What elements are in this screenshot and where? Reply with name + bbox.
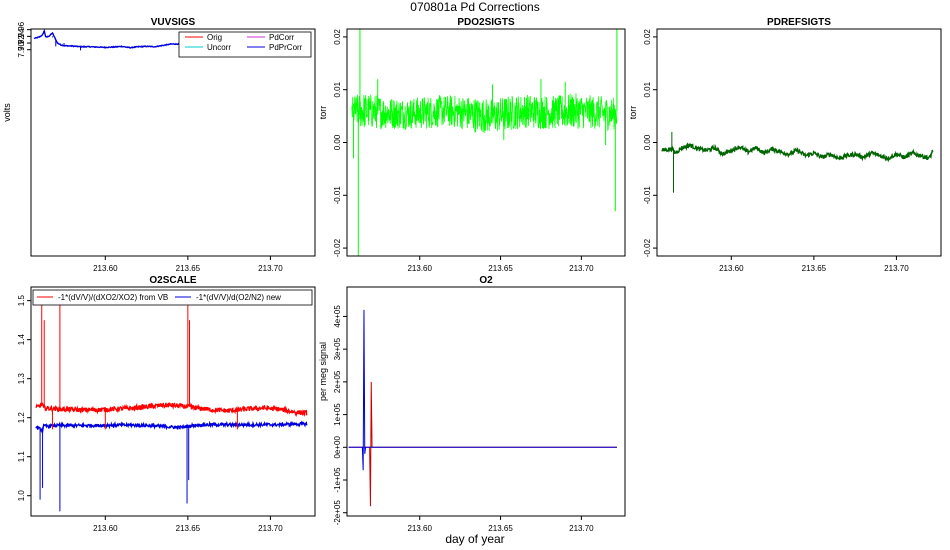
- o2scale-ytick-label: 1.5: [17, 295, 26, 307]
- pdo2sigts-title: PDO2SIGTS: [457, 17, 515, 28]
- figure-title: 070801a Pd Corrections: [410, 0, 539, 14]
- o2-ylabel: per meg signal: [318, 342, 328, 401]
- o2scale-legend-label: -1*(dV/V)/d(O2/N2) new: [196, 293, 281, 302]
- o2-frame: [346, 286, 626, 517]
- pdrefsigts-ytick-label: 0.00: [643, 134, 652, 150]
- pdrefsigts-ytick-label: -0.01: [643, 186, 652, 205]
- o2-ytick-label: 4e+05: [333, 305, 342, 328]
- o2scale-series--1-dv-v-dxo2-xo2-from-vb: [35, 401, 308, 418]
- o2scale-title: O2SCALE: [149, 275, 197, 286]
- vuvsigs-frame: [30, 28, 316, 257]
- pdrefsigts-ytick-label: -0.02: [643, 238, 652, 257]
- o2-title: O2: [479, 275, 493, 286]
- o2-panel: 213.60 213.65 213.70 -2e+05 -1e+05 0e+00 1e+05…: [318, 275, 626, 533]
- vuvsigs-ylabel: volts: [2, 103, 12, 122]
- o2scale-xtick-label: 213.60: [93, 524, 118, 533]
- o2-series-0: [348, 381, 617, 507]
- o2scale-ytick-label: 1.3: [17, 373, 26, 385]
- pdo2sigts-ytick-label: -0.02: [333, 238, 342, 257]
- o2-ytick-label: 3e+05: [333, 337, 342, 360]
- vuvsigs-xtick-label: 213.70: [258, 264, 283, 273]
- o2scale-panel: 213.60 213.65 213.70 1.0 1.1 1.2 1.3 1.4 1.5 O2SC…: [17, 275, 316, 533]
- o2scale-legend-box: [32, 289, 313, 306]
- pdrefsigts-ytick-label: 0.01: [643, 81, 652, 97]
- vuvsigs-legend-label: PdPrCorr: [269, 43, 303, 52]
- pdo2sigts-xtick-label: 213.60: [407, 264, 432, 273]
- vuvsigs-ytick-label: 7.92: [17, 35, 26, 51]
- o2-xtick-label: 213.70: [569, 524, 594, 533]
- pdo2sigts-ytick-label: 0.00: [333, 134, 342, 150]
- vuvsigs-legend-label: PdCorr: [269, 33, 295, 42]
- o2scale-legend-label: -1*(dV/V)/(dXO2/XO2) from VB: [58, 293, 168, 302]
- o2scale-ytick-label: 1.4: [17, 334, 26, 346]
- o2-ytick-label: 1e+05: [333, 403, 342, 426]
- pdo2sigts-xtick-label: 213.65: [488, 264, 513, 273]
- o2scale-frame: [30, 286, 316, 517]
- o2-xtick-label: 213.65: [488, 524, 513, 533]
- panels: 213.60 213.65 213.70 7.907.927.947.96 VUVSIG…: [2, 17, 942, 533]
- vuvsigs-xtick-label: 213.60: [93, 264, 118, 273]
- vuvsigs-legend-label: Orig: [207, 33, 222, 42]
- vuvsigs-ytick-label: 7.94: [17, 28, 26, 44]
- vuvsigs-legend: Orig PdCorr Uncorr PdPrCorr: [178, 31, 312, 58]
- pdo2sigts-frame: [346, 28, 626, 257]
- o2-ytick-label: 2e+05: [333, 370, 342, 393]
- vuvsigs-legend-box: [178, 31, 312, 58]
- o2scale-series--1-dv-v-d-o2-n2-new: [35, 420, 308, 434]
- o2scale-ytick-label: 1.2: [17, 412, 26, 424]
- pdo2sigts-ytick-label: 0.02: [333, 29, 342, 45]
- o2scale-ytick-label: 1.1: [17, 451, 26, 463]
- pdo2sigts-ylabel: torr: [318, 106, 328, 120]
- pdrefsigts-panel: 213.60 213.65 213.70 -0.02 -0.01 0.00 0.01 0.02…: [628, 17, 942, 273]
- vuvsigs-xtick-label: 213.65: [176, 264, 201, 273]
- pdo2sigts-ytick-label: 0.01: [333, 81, 342, 97]
- pdrefsigts-xtick-label: 213.65: [802, 264, 827, 273]
- pdo2sigts-plot-area: [351, 29, 618, 256]
- pdrefsigts-ylabel: torr: [628, 106, 638, 120]
- vuvsigs-panel: 213.60 213.65 213.70 7.907.927.947.96 VUVSIG…: [2, 17, 316, 273]
- pdrefsigts-xtick-label: 213.70: [884, 264, 909, 273]
- pdrefsigts-xtick-label: 213.60: [719, 264, 744, 273]
- pdo2sigts-ytick-label: -0.01: [333, 186, 342, 205]
- pdrefsigts-frame: [656, 28, 942, 257]
- o2scale-ytick-label: 1.0: [17, 490, 26, 502]
- vuvsigs-ytick-label: 7.90: [17, 41, 26, 57]
- pdo2sigts-panel: 213.60 213.65 213.70 -0.02 -0.01 0.00 0.01 0.02…: [318, 17, 626, 273]
- vuvsigs-title: VUVSIGS: [151, 17, 196, 28]
- o2-plot-area: [348, 309, 617, 507]
- o2scale-xtick-label: 213.65: [176, 524, 201, 533]
- pdo2sigts-xtick-label: 213.70: [569, 264, 594, 273]
- o2-ytick-label: -1e+05: [333, 467, 342, 493]
- pdo2sigts-series-0: [351, 93, 618, 134]
- o2scale-plot-area: [35, 300, 308, 512]
- pdrefsigts-plot-area: [661, 131, 934, 193]
- vuvsigs-ytick-label: 7.96: [17, 21, 26, 37]
- o2-ytick-label: 0e+00: [333, 436, 342, 459]
- o2scale-xtick-label: 213.70: [258, 524, 283, 533]
- o2-xtick-label: 213.60: [407, 524, 432, 533]
- figure-xlabel: day of year: [445, 532, 504, 546]
- o2-series-1: [348, 309, 617, 471]
- vuvsigs-legend-label: Uncorr: [207, 43, 231, 52]
- pdrefsigts-series-0: [661, 142, 934, 163]
- o2-ytick-label: -2e+05: [333, 500, 342, 526]
- pdrefsigts-title: PDREFSIGTS: [767, 17, 831, 28]
- pdrefsigts-ytick-label: 0.02: [643, 29, 652, 45]
- o2scale-legend: -1*(dV/V)/(dXO2/XO2) from VB -1*(dV/V)/d(…: [32, 289, 313, 306]
